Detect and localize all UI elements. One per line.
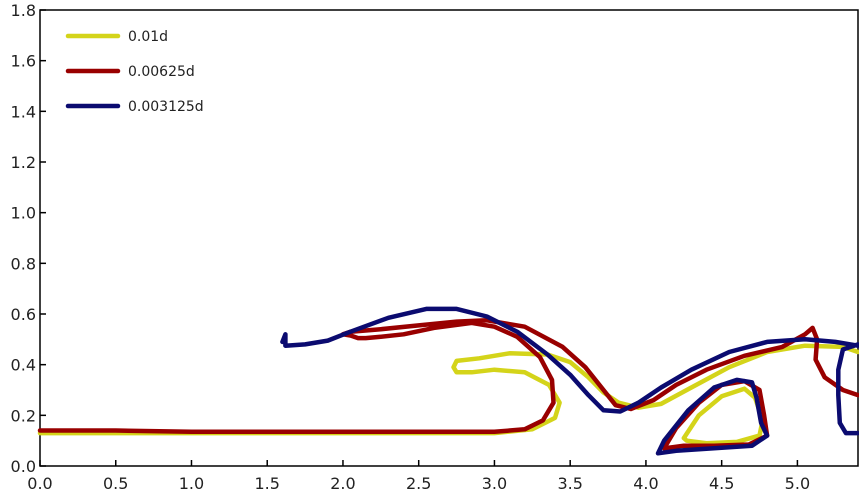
legend-label-2: 0.003125d bbox=[128, 99, 204, 115]
y-tick-label: 0.2 bbox=[11, 406, 36, 425]
legend-label-0: 0.01d bbox=[128, 29, 168, 45]
y-tick-label: 1.8 bbox=[11, 1, 36, 20]
y-tick-label: 1.0 bbox=[11, 204, 36, 223]
series-line-6 bbox=[836, 342, 859, 436]
y-tick-label: 0.8 bbox=[11, 254, 36, 273]
plot-area bbox=[39, 9, 859, 467]
y-tick-label: 1.4 bbox=[11, 102, 36, 121]
y-tick-label: 1.2 bbox=[11, 153, 36, 172]
y-tick-label: 0.0 bbox=[11, 457, 36, 476]
x-tick-label: 2.5 bbox=[406, 474, 431, 493]
x-tick-label: 0.5 bbox=[103, 474, 128, 493]
x-tick-label: 4.5 bbox=[709, 474, 734, 493]
x-tick-label: 5.0 bbox=[785, 474, 810, 493]
legend: 0.01d 0.00625d 0.003125d bbox=[65, 29, 204, 115]
x-tick-label: 2.0 bbox=[330, 474, 355, 493]
x-tick-label: 1.0 bbox=[179, 474, 204, 493]
y-tick-label: 1.6 bbox=[11, 52, 36, 71]
legend-label-1: 0.00625d bbox=[128, 64, 195, 80]
y-tick-label: 0.4 bbox=[11, 356, 36, 375]
series-line-4 bbox=[280, 306, 859, 414]
x-tick-label: 3.5 bbox=[557, 474, 582, 493]
x-tick-label: 1.5 bbox=[254, 474, 279, 493]
x-tick-label: 3.0 bbox=[482, 474, 507, 493]
x-tick-label: 0.0 bbox=[27, 474, 52, 493]
y-tick-label: 0.6 bbox=[11, 305, 36, 324]
series-line-5 bbox=[655, 377, 770, 456]
series-layer bbox=[37, 306, 859, 456]
x-tick-label: 4.0 bbox=[633, 474, 658, 493]
axis-layer: 0.0 0.5 1.0 1.5 2.0 2.5 3.0 3.5 4.0 4.5 5.0 0.0 0.2 0… bbox=[11, 1, 811, 493]
